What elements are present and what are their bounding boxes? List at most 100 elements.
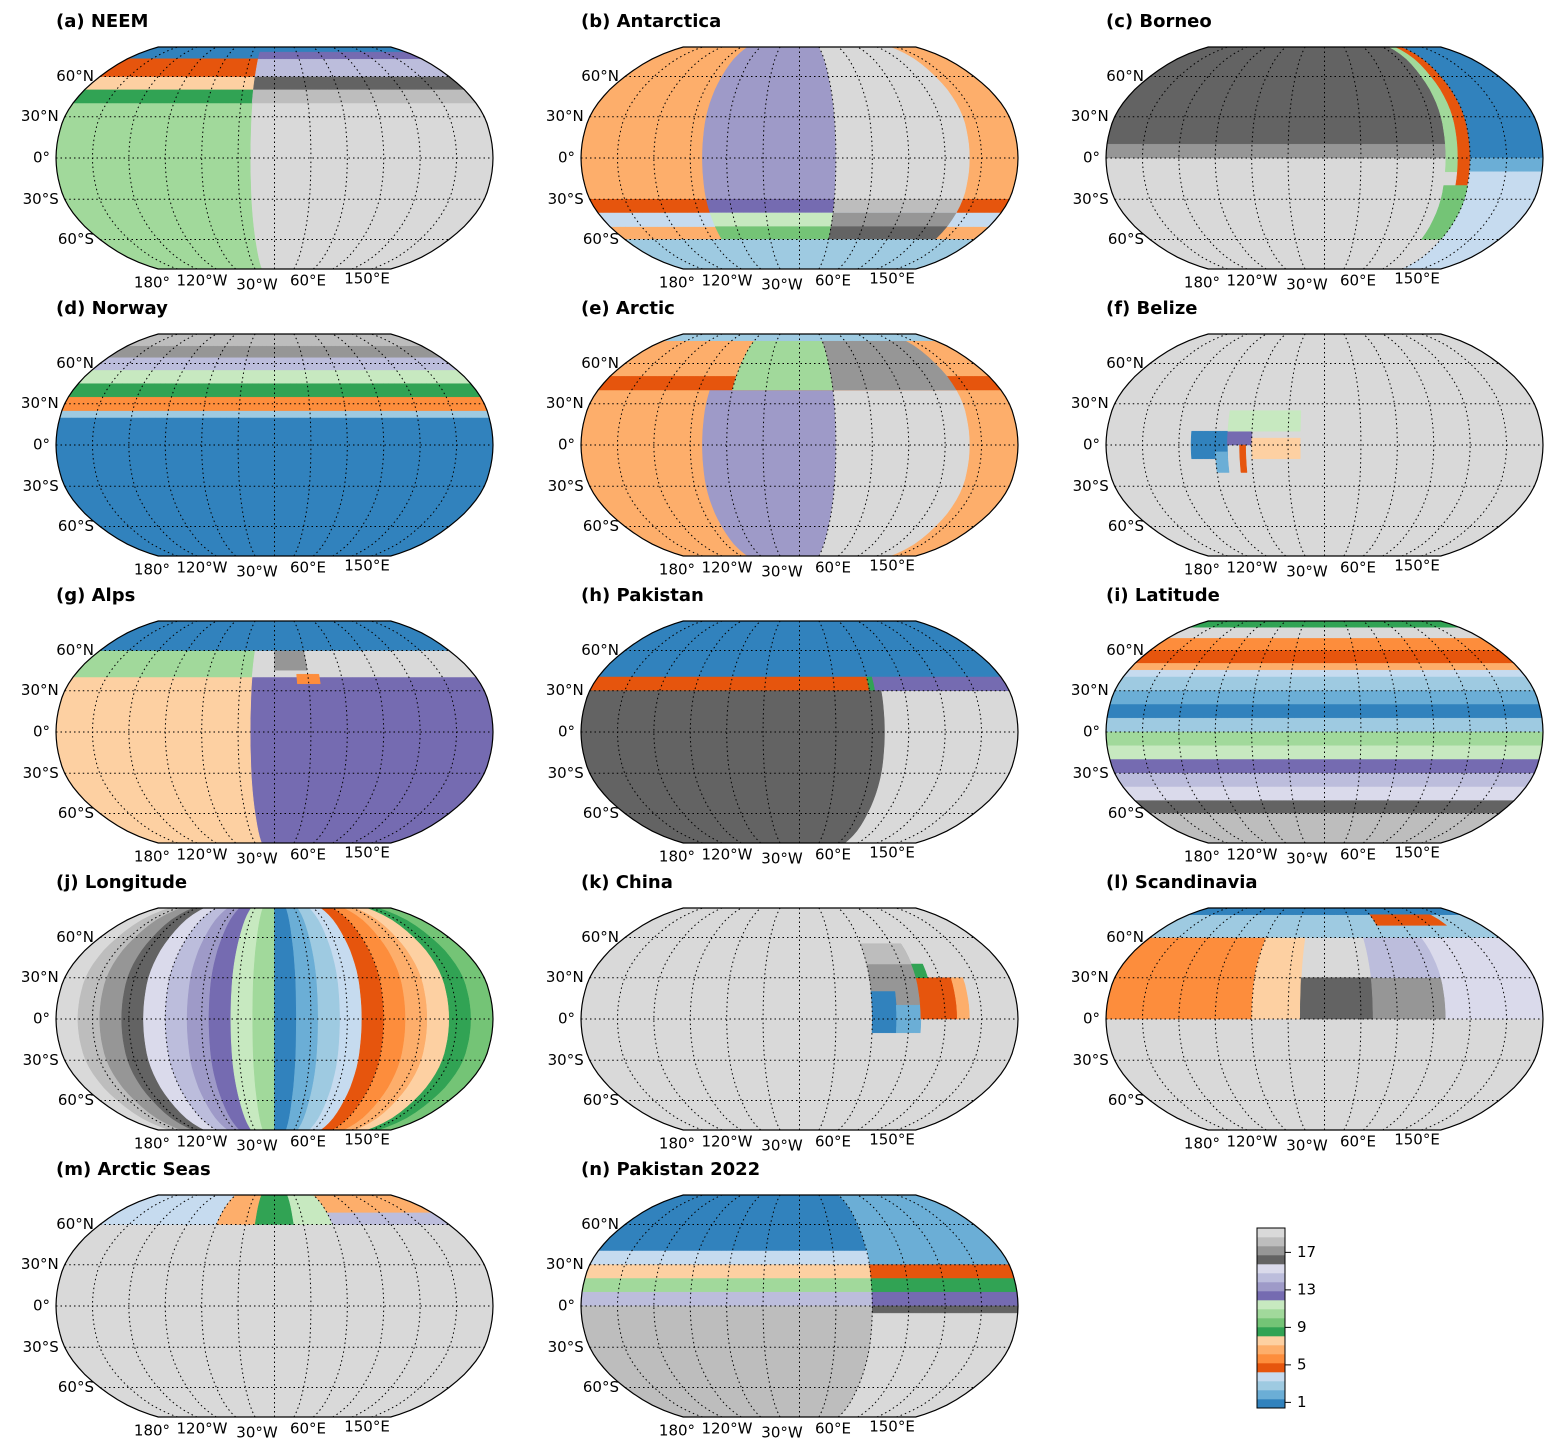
lon-label: 30°W <box>236 563 278 581</box>
panel-title: (f) Belize <box>1106 298 1198 319</box>
meridian <box>332 47 385 269</box>
lon-label: 150°E <box>1394 557 1440 575</box>
lon-label: 180° <box>1184 561 1220 579</box>
meridian <box>818 1195 837 1417</box>
lon-label: 120°W <box>702 846 753 864</box>
map-panel: (c) Borneo 60°N 30°N 0° 30°S 60°S 180° 120°W 30°… <box>1071 11 1544 294</box>
map-panel: (l) Scandinavia 60°N 30°N 0° 30°S 60°S 180° 120… <box>1071 872 1544 1155</box>
meridian <box>371 1195 458 1417</box>
colorbar-tick-label: 5 <box>1297 1355 1307 1373</box>
lon-label: 60°E <box>815 846 851 864</box>
meridian <box>818 908 837 1130</box>
cluster-region <box>597 1195 867 1252</box>
colorbar-swatch <box>1257 1327 1285 1337</box>
lon-label: 30°W <box>236 850 278 868</box>
colorbar-swatch <box>1257 1228 1285 1238</box>
lat-label: 30°S <box>548 1051 584 1069</box>
cluster-region <box>705 199 835 214</box>
lon-label: 30°W <box>236 276 278 294</box>
meridian <box>201 1195 237 1417</box>
cluster-region <box>581 1305 873 1417</box>
meridian <box>857 1195 910 1417</box>
lat-label: 60°N <box>1106 641 1144 659</box>
lat-label: 60°S <box>583 1091 619 1109</box>
meridian <box>837 334 873 556</box>
lon-label: 180° <box>134 561 170 579</box>
lon-label: 120°W <box>702 272 753 290</box>
map-panel: (e) Arctic 60°N 30°N 0° 30°S 60°S 180° 120°W 30°… <box>546 298 1019 581</box>
colorbar-swatch <box>1257 1390 1285 1400</box>
panel-title: (n) Pakistan 2022 <box>581 1159 760 1180</box>
cluster-region <box>1369 914 1448 926</box>
map-area <box>56 47 493 269</box>
lon-label: 120°W <box>177 272 228 290</box>
lat-label: 30°N <box>1071 107 1109 125</box>
lon-label: 60°E <box>290 846 326 864</box>
colorbar-swatch <box>1257 1354 1285 1364</box>
colorbar-swatch <box>1257 1246 1285 1256</box>
colorbar-swatch <box>1257 1282 1285 1292</box>
lat-label: 30°N <box>546 681 584 699</box>
meridian <box>689 621 742 843</box>
lon-label: 150°E <box>869 1418 915 1436</box>
lat-label: 30°S <box>1073 477 1109 495</box>
meridian <box>201 908 237 1130</box>
meridian <box>1287 908 1306 1130</box>
meridian <box>201 334 237 556</box>
lon-label: 120°W <box>1227 846 1278 864</box>
lat-label: 60°N <box>56 928 94 946</box>
lon-label: 60°E <box>815 559 851 577</box>
lon-label: 180° <box>1184 848 1220 866</box>
meridian <box>818 334 837 556</box>
map-panel: (a) NEEM 60°N 30°N 0° 30°S 60°S 180° 120°W 30°W 6… <box>21 11 494 294</box>
lon-label: 180° <box>134 1422 170 1440</box>
meridian <box>237 47 256 269</box>
cluster-region <box>830 212 957 227</box>
map-panel: (j) Longitude 60°N 30°N 0° 30°S 60°S 180° 120°W… <box>21 872 494 1155</box>
cluster-region <box>871 676 1010 691</box>
background-region <box>1106 334 1543 556</box>
meridian <box>312 908 348 1130</box>
lat-label: 60°N <box>581 67 619 85</box>
lon-label: 120°W <box>702 1133 753 1151</box>
lat-label: 60°S <box>58 804 94 822</box>
map-panel: (g) Alps 60°N 30°N 0° 30°S 60°S 180° 120°W 30°W 6… <box>21 585 494 868</box>
lon-label: 60°E <box>1340 1133 1376 1151</box>
panel-title: (b) Antarctica <box>581 11 721 32</box>
lat-label: 60°N <box>1106 928 1144 946</box>
lon-label: 150°E <box>1394 1131 1440 1149</box>
lon-label: 30°W <box>236 1424 278 1442</box>
meridian <box>1214 621 1267 843</box>
colorbar-swatch <box>1257 1273 1285 1283</box>
lon-label: 150°E <box>344 844 390 862</box>
map-outline <box>580 46 1019 270</box>
meridian <box>896 908 983 1130</box>
lon-label: 180° <box>659 561 695 579</box>
cluster-region <box>1420 185 1468 240</box>
lat-label: 0° <box>558 1297 575 1315</box>
cluster-region <box>68 382 481 398</box>
meridian <box>1141 908 1228 1130</box>
meridian <box>312 334 348 556</box>
meridian <box>164 334 217 556</box>
meridian <box>896 334 983 556</box>
map-panel: (f) Belize 60°N 30°N 0° 30°S 60°S 180° 120°W 30°… <box>1071 298 1544 581</box>
lon-label: 30°W <box>761 850 803 868</box>
meridian <box>91 47 178 269</box>
cluster-region <box>1166 627 1483 639</box>
lon-label: 180° <box>659 274 695 292</box>
lat-label: 30°S <box>1073 190 1109 208</box>
map-area <box>581 1195 1018 1417</box>
cluster-region <box>1370 977 1447 1020</box>
lat-label: 60°S <box>1108 517 1144 535</box>
meridian <box>1141 621 1228 843</box>
meridian <box>1251 908 1287 1130</box>
map-area <box>581 47 1018 269</box>
meridian <box>1421 47 1508 269</box>
cluster-region <box>312 1195 433 1213</box>
lon-label: 180° <box>134 274 170 292</box>
lon-label: 60°E <box>815 1133 851 1151</box>
map-panel: (b) Antarctica 60°N 30°N 0° 30°S 60°S 180° 120°… <box>546 11 1019 294</box>
colorbar-swatch <box>1257 1255 1285 1265</box>
colorbar-swatch <box>1257 1336 1285 1346</box>
